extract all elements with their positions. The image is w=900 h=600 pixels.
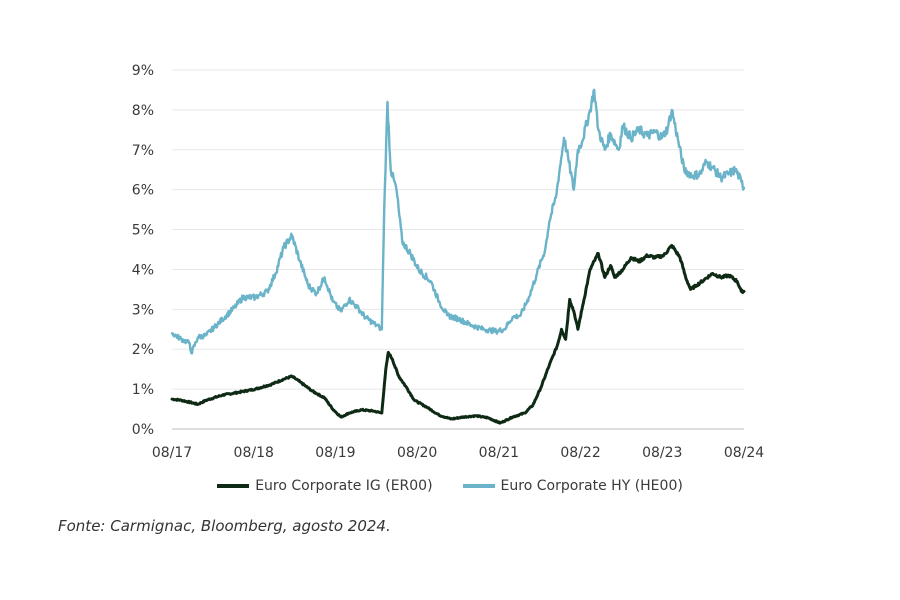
series-line-euro-corporate-ig [170, 244, 746, 425]
legend: Euro Corporate IG (ER00) Euro Corporate … [0, 478, 900, 494]
x-tick-label: 08/21 [479, 445, 519, 461]
legend-label-ig: Euro Corporate IG (ER00) [255, 478, 433, 494]
x-tick-label: 08/19 [315, 445, 355, 461]
legend-label-hy: Euro Corporate HY (HE00) [500, 478, 683, 494]
y-tick-label: 5% [132, 223, 154, 239]
x-tick-label: 08/18 [234, 445, 274, 461]
line-chart: 0% 1% 2% 3% 4% 5% 6% 7% 8% 9% 08/17 08/18 08/19 08/2… [132, 63, 764, 461]
legend-swatch-ig [217, 484, 250, 488]
y-tick-label: 2% [132, 342, 154, 358]
series-line-euro-corporate-hy [170, 88, 746, 355]
y-tick-label: 7% [132, 143, 154, 159]
gridlines [172, 69, 744, 430]
y-axis-tick-labels: 0% 1% 2% 3% 4% 5% 6% 7% 8% 9% [132, 63, 154, 438]
x-tick-label: 08/24 [724, 445, 764, 461]
y-tick-label: 6% [132, 183, 154, 199]
source-note: Fonte: Carmignac, Bloomberg, agosto 2024… [58, 517, 391, 535]
x-tick-label: 08/17 [152, 445, 192, 461]
y-tick-label: 1% [132, 382, 154, 398]
y-tick-label: 8% [132, 103, 154, 119]
x-axis-tick-labels: 08/17 08/18 08/19 08/20 08/21 08/22 08/23 08/24 [152, 445, 764, 461]
y-tick-label: 0% [132, 422, 154, 438]
y-tick-label: 3% [132, 302, 154, 318]
x-tick-label: 08/22 [560, 445, 600, 461]
x-tick-label: 08/23 [642, 445, 682, 461]
legend-item-ig: Euro Corporate IG (ER00) [217, 478, 433, 494]
y-tick-label: 4% [132, 262, 154, 278]
legend-item-hy: Euro Corporate HY (HE00) [462, 478, 683, 494]
y-tick-label: 9% [132, 63, 154, 79]
x-tick-label: 08/20 [397, 445, 437, 461]
legend-swatch-hy [462, 484, 495, 488]
series-lines [170, 88, 746, 425]
